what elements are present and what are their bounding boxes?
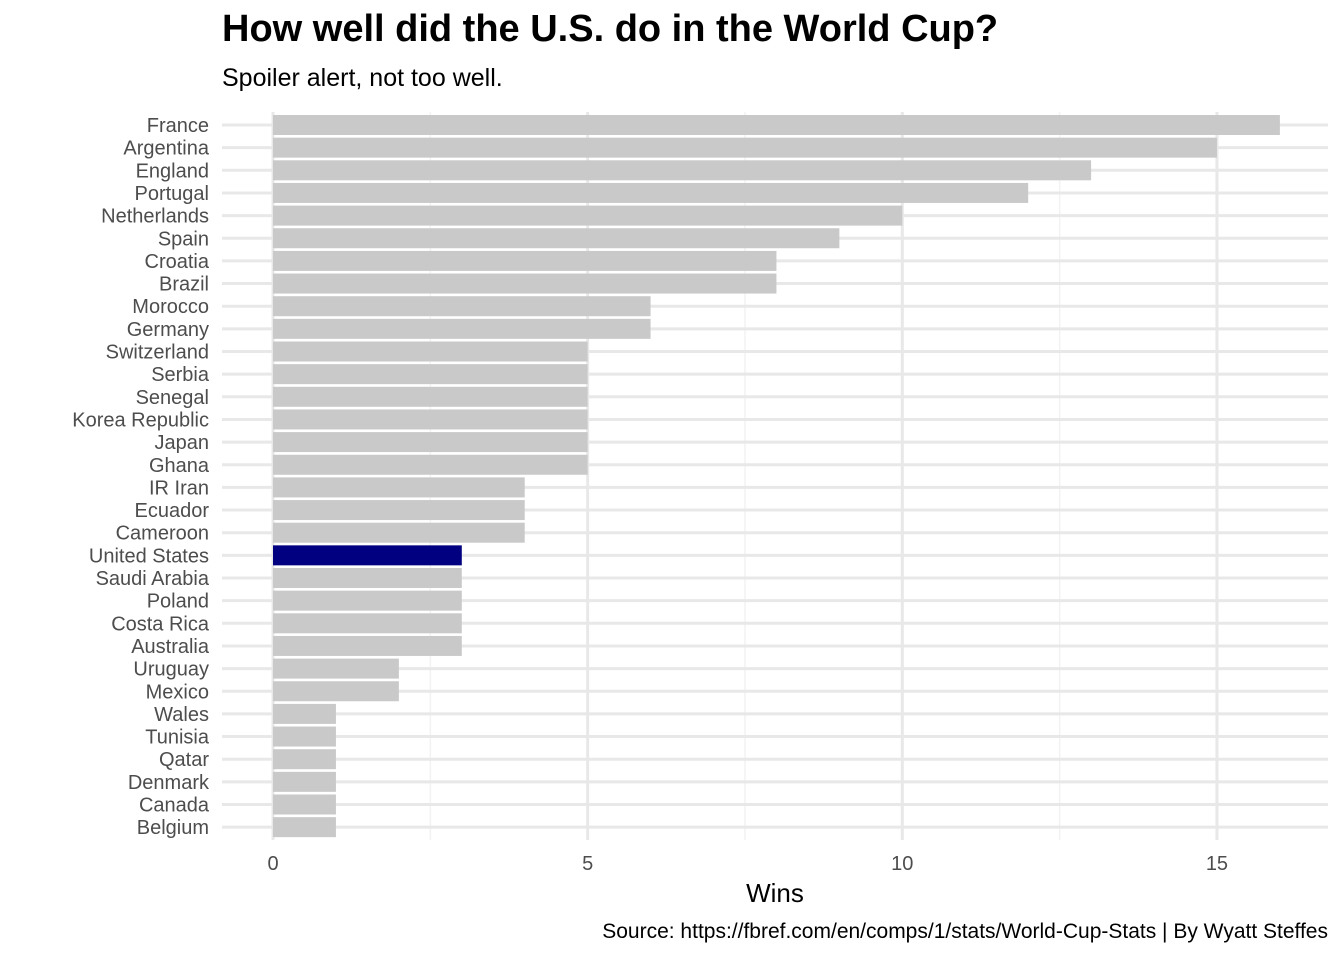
bar-brazil xyxy=(273,273,777,294)
y-tick-label: Denmark xyxy=(128,772,210,794)
y-tick-label: Morocco xyxy=(132,296,209,318)
bar-spain xyxy=(273,228,840,249)
y-tick-label: United States xyxy=(89,545,209,567)
y-tick-label: Portugal xyxy=(135,183,210,205)
y-tick-label: Mexico xyxy=(146,681,209,703)
bar-cameroon xyxy=(273,522,525,543)
bar-ir-iran xyxy=(273,477,525,498)
bar-ecuador xyxy=(273,500,525,521)
y-tick-label: Croatia xyxy=(145,251,210,273)
x-tick-label: 10 xyxy=(891,853,913,875)
bar-netherlands xyxy=(273,205,903,226)
bar-germany xyxy=(273,318,651,339)
y-tick-label: Saudi Arabia xyxy=(96,568,210,590)
y-tick-label: Wales xyxy=(154,704,209,726)
bar-australia xyxy=(273,635,462,656)
bar-uruguay xyxy=(273,658,399,679)
y-tick-label: Ghana xyxy=(149,455,210,477)
bar-serbia xyxy=(273,364,588,385)
chart-subtitle: Spoiler alert, not too well. xyxy=(222,64,503,92)
y-tick-label: Spain xyxy=(158,228,209,250)
y-tick-label: Belgium xyxy=(137,817,209,839)
bar-france xyxy=(273,115,1280,135)
x-tick-label: 15 xyxy=(1206,853,1228,875)
bar-saudi-arabia xyxy=(273,568,462,588)
y-tick-label: IR Iran xyxy=(149,477,209,499)
chart-caption: Source: https://fbref.com/en/comps/1/sta… xyxy=(602,920,1328,943)
bars xyxy=(273,115,1280,838)
y-tick-label: Korea Republic xyxy=(72,409,209,431)
bar-united-states xyxy=(273,545,462,566)
bar-england xyxy=(273,160,1092,181)
bar-japan xyxy=(273,432,588,453)
chart-title: How well did the U.S. do in the World Cu… xyxy=(222,8,999,50)
y-tick-label: Australia xyxy=(131,636,210,658)
y-tick-label: Germany xyxy=(127,319,209,341)
y-tick-label: Tunisia xyxy=(145,727,210,749)
x-axis-title: Wins xyxy=(746,878,804,908)
y-tick-label: Cameroon xyxy=(116,523,209,545)
bar-denmark xyxy=(273,771,336,792)
bar-qatar xyxy=(273,749,336,770)
y-tick-label: Uruguay xyxy=(133,659,209,681)
y-tick-label: France xyxy=(147,115,209,137)
bar-canada xyxy=(273,794,336,815)
y-tick-label: Brazil xyxy=(159,274,209,296)
x-tick-labels: 0 5 10 15 xyxy=(267,853,1228,875)
y-tick-label: Switzerland xyxy=(106,342,209,364)
y-tick-label: Netherlands xyxy=(101,206,209,228)
y-tick-labels: FranceArgentinaEnglandPortugalNetherland… xyxy=(72,115,210,839)
bar-morocco xyxy=(273,296,651,317)
bar-wales xyxy=(273,703,336,724)
bar-mexico xyxy=(273,681,399,702)
bar-portugal xyxy=(273,182,1029,203)
y-tick-label: Senegal xyxy=(136,387,209,409)
x-tick-label: 5 xyxy=(582,853,593,875)
bar-croatia xyxy=(273,250,777,271)
y-tick-label: Japan xyxy=(155,432,210,454)
bar-senegal xyxy=(273,386,588,407)
y-tick-label: Poland xyxy=(147,591,209,613)
y-tick-label: Canada xyxy=(139,795,210,817)
bar-poland xyxy=(273,590,462,611)
y-tick-label: Argentina xyxy=(123,138,209,160)
bar-korea-republic xyxy=(273,409,588,430)
x-tick-label: 0 xyxy=(267,853,278,875)
y-tick-label: England xyxy=(136,160,209,182)
bar-switzerland xyxy=(273,341,588,362)
bar-costa-rica xyxy=(273,613,462,634)
bar-ghana xyxy=(273,454,588,475)
y-tick-label: Ecuador xyxy=(135,500,210,522)
y-tick-label: Costa Rica xyxy=(111,613,210,635)
bar-belgium xyxy=(273,817,336,838)
y-tick-label: Serbia xyxy=(151,364,210,386)
bar-tunisia xyxy=(273,726,336,747)
y-tick-label: Qatar xyxy=(159,749,209,771)
bar-argentina xyxy=(273,137,1217,158)
